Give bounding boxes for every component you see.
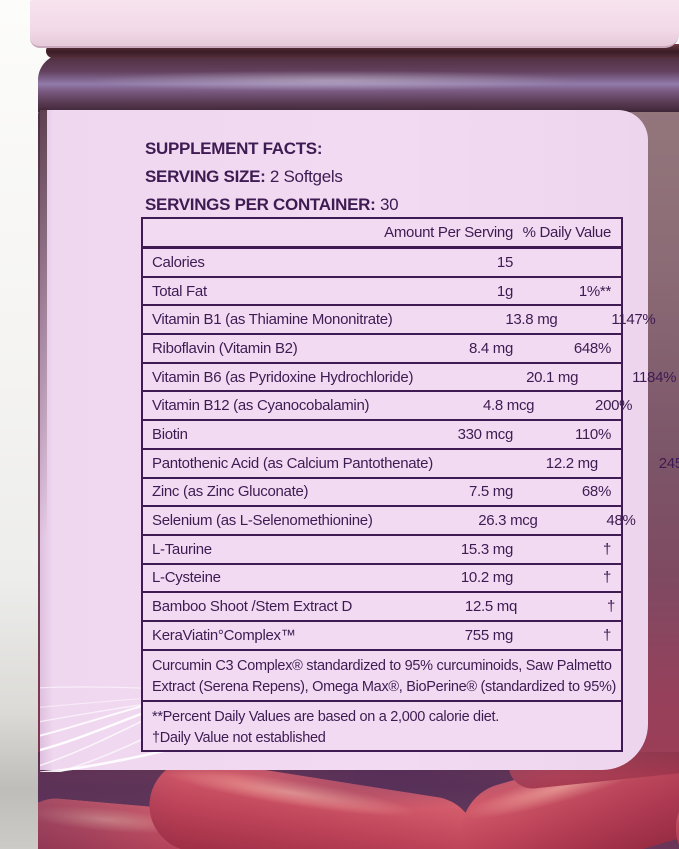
nutrient-daily-value: 48% [606,512,636,530]
bottle-left-edge-shadow [38,108,47,538]
nutrient-daily-value: 1%** [578,282,611,300]
column-header-daily-value: % Daily Value [522,224,612,241]
nutrient-name: Vitamin B1 (as Thiamine Mononitrate) [152,311,393,329]
nutrient-amount: 10.2 mg [460,569,513,587]
table-row-pantothenic-acid: Pantothenic Acid (as Calcium Pantothenat… [143,450,679,479]
nutrient-amount: 26.3 mcg [478,512,538,530]
nutrient-name: Zinc (as Zinc Gluconate) [152,483,309,501]
bottle-shoulder [38,54,679,112]
nutrient-daily-value: 200% [595,397,633,415]
table-row-riboflavin: Riboflavin (Vitamin B2) 8.4 mg 648% [143,335,621,364]
column-header-amount: Amount Per Serving [384,224,513,241]
serving-size-line: SERVING SIZE: 2 Softgels [145,167,343,186]
nutrient-daily-value: 1184% [632,368,677,386]
nutrient-daily-value: † [602,540,611,558]
nutrient-amount: 8.4 mg [468,339,513,357]
daily-value-footnote: **Percent Daily Values are based on a 2,… [152,709,499,747]
table-header-row: Amount Per Serving % Daily Value [143,219,621,249]
table-row-selenium: Selenium (as L-Selenomethionine) 26.3 mc… [143,507,636,536]
nutrient-daily-value: † [602,626,611,644]
nutrient-amount: 12.2 mg [545,454,598,472]
nutrient-name: Riboflavin (Vitamin B2) [152,339,298,357]
nutrient-amount: 20.1 mg [526,368,579,386]
nutrient-daily-value: † [606,598,616,616]
label-header: SUPPLEMENT FACTS: SERVING SIZE: 2 Softge… [145,135,399,219]
table-row-bamboo-extract: Bamboo Shoot /Stem Extract D 12.5 mq † [143,593,621,622]
table-row-l-cysteine: L-Cysteine 10.2 mg † [143,565,621,594]
nutrient-amount: 15.3 mg [460,540,513,558]
table-row-vitamin-b12: Vitamin B12 (as Cyanocobalamin) 4.8 mcg … [143,392,633,422]
nutrient-name: L-Cysteine [152,569,221,587]
nutrient-name: Pantothenic Acid (as Calcium Pantothenat… [152,454,433,472]
nutrient-name: L-Taurine [152,540,212,558]
blend-footnote: Curcumin C3 Complex® standardized to 95%… [143,651,621,703]
nutrient-daily-value: † [602,569,611,587]
nutrient-amount: 13.8 mg [505,311,558,329]
nutrient-daily-value: 245% [658,454,679,472]
supplement-facts-table: Amount Per Serving % Daily Value Calorie… [141,217,679,752]
table-row-biotin: Biotin 330 mcg 110% [143,421,621,450]
nutrient-amount: 15 [496,253,513,271]
table-row-zinc: Zinc (as Zinc Gluconate) 7.5 mg 68% [143,479,621,508]
table-row-keraviatin-complex: KeraViatin°Complex™ 755 mg † [143,622,621,651]
table-row-calories: Calories 15 [143,249,621,278]
nutrient-amount: 4.8 mcg [482,397,535,415]
nutrient-name: KeraViatin°Complex™ [152,626,296,644]
nutrient-name: Biotin [152,425,188,443]
bottle-cap [30,0,679,48]
servings-per-container-line: SERVINGS PER CONTAINER: 30 [145,195,399,214]
nutrient-daily-value: 110% [574,425,611,443]
supplement-facts-title: SUPPLEMENT FACTS: [145,139,323,158]
nutrient-name: Vitamin B6 (as Pyridoxine Hydrochloride) [152,368,414,386]
table-row-total-fat: Total Fat 1g 1%** [143,278,621,307]
nutrient-amount: 1g [496,282,513,300]
nutrient-daily-value: 648% [573,339,611,357]
nutrient-name: Total Fat [152,282,207,300]
product-label: SUPPLEMENT FACTS: SERVING SIZE: 2 Softge… [40,110,679,772]
nutrient-amount: 755 mg [464,626,514,644]
nutrient-name: Calories [152,253,205,271]
table-row-l-taurine: L-Taurine 15.3 mg † [143,536,621,565]
nutrient-daily-value: 1147% [611,311,656,329]
table-row-vitamin-b1: Vitamin B1 (as Thiamine Mononitrate) 13.… [143,306,656,336]
nutrient-name: Bamboo Shoot /Stem Extract D [152,598,353,616]
nutrient-name: Vitamin B12 (as Cyanocobalamin) [152,397,370,415]
table-row-vitamin-b6: Vitamin B6 (as Pyridoxine Hydrochloride)… [143,364,676,393]
nutrient-daily-value: 68% [581,483,611,501]
nutrient-name: Selenium (as L-Selenomethionine) [152,512,373,530]
nutrient-amount: 7.5 mg [468,483,513,501]
nutrient-amount: 330 mcg [457,425,514,443]
nutrient-amount: 12.5 mq [464,598,518,616]
